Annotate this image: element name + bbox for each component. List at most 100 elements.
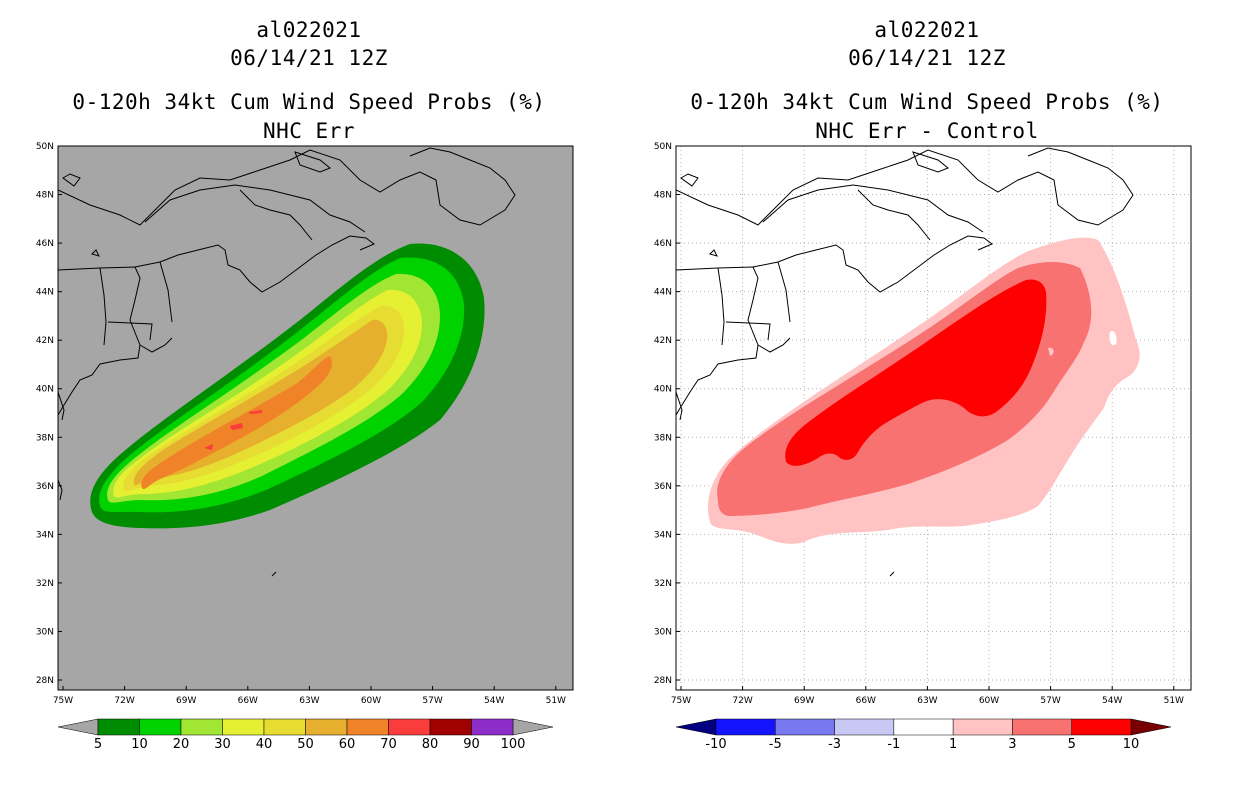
lon-label: 75W (671, 696, 691, 706)
colorbar-swatch (834, 718, 895, 736)
lon-label: 72W (732, 696, 752, 706)
colorbar-swatch (263, 718, 306, 736)
contour-70-c (204, 444, 213, 450)
lat-label: 48N (654, 191, 672, 201)
lat-label: 38N (36, 433, 54, 443)
difference-contours (708, 237, 1140, 544)
lon-label: 63W (917, 696, 937, 706)
colorbar: -10 -5 -3 -1 1 3 5 10 (675, 718, 1172, 752)
colorbar-swatch (180, 718, 223, 736)
datetime: 06/14/21 12Z (230, 46, 388, 70)
lon-label: 66W (856, 696, 876, 706)
colorbar-label: 90 (463, 737, 480, 752)
lon-label: 63W (299, 696, 319, 706)
lat-label: 44N (36, 288, 54, 298)
colorbar-swatch (388, 718, 431, 736)
colorbar-label: 70 (380, 737, 397, 752)
contour-5 (785, 279, 1047, 466)
colorbar-label: 10 (1123, 737, 1140, 752)
right-panel: al022021 06/14/21 12Z 0-120h 34kt Cum Wi… (618, 0, 1236, 800)
coastlines (676, 147, 1134, 577)
colorbar-swatch (346, 718, 389, 736)
right-map-svg: 50N 48N 46N 44N 42N 40N 38N 36N 34N 32N 30N 28N 75W 7… (654, 142, 1192, 752)
colorbar-label: -1 (887, 737, 900, 752)
lat-label: 48N (36, 191, 54, 201)
colorbar-end-low (675, 718, 717, 736)
contour-60 (141, 356, 332, 490)
lat-label: 30N (654, 627, 672, 637)
lat-label: 40N (36, 385, 54, 395)
colorbar-label: 10 (131, 737, 148, 752)
colorbar-label: 1 (949, 737, 957, 752)
lat-label: 28N (654, 676, 672, 686)
colorbar-swatch (1012, 718, 1072, 736)
contour-70-a (230, 423, 243, 430)
colorbar-swatch (471, 718, 514, 736)
datetime: 06/14/21 12Z (848, 46, 1006, 70)
colorbar-swatch (305, 718, 348, 736)
lon-label: 57W (422, 696, 442, 706)
colorbar-label: 5 (94, 737, 102, 752)
map-frame (57, 145, 574, 691)
storm-id: al022021 (256, 18, 362, 42)
colorbar-label: 3 (1008, 737, 1016, 752)
lat-label: 34N (36, 530, 54, 540)
colorbar-label: 20 (173, 737, 190, 752)
lat-label: 36N (654, 482, 672, 492)
lat-label: 30N (36, 627, 54, 637)
coastlines (58, 147, 516, 577)
colorbar-label: -3 (828, 737, 841, 752)
contour-hole (1109, 330, 1117, 346)
colorbar-label: 50 (297, 737, 314, 752)
lat-label: 34N (654, 530, 672, 540)
colorbar-label: 80 (422, 737, 439, 752)
lat-label: 46N (654, 239, 672, 249)
colorbar-end-high (512, 718, 554, 736)
lon-label: 75W (53, 696, 73, 706)
map-frame (675, 145, 1192, 691)
lon-label: 51W (546, 696, 566, 706)
lat-label: 42N (654, 336, 672, 346)
lon-label: 51W (1164, 696, 1184, 706)
lon-label: 72W (114, 696, 134, 706)
lat-label: 46N (36, 239, 54, 249)
contour-hole-2 (1048, 347, 1054, 356)
colorbar-end-high (1130, 718, 1172, 736)
colorbar-swatch (952, 718, 1013, 736)
colorbar-label: 100 (501, 737, 526, 752)
colorbar-label: -10 (705, 737, 726, 752)
lat-label: 42N (36, 336, 54, 346)
lon-label: 54W (1102, 696, 1122, 706)
colorbar-swatch (1071, 718, 1132, 736)
lat-label: 44N (654, 288, 672, 298)
colorbar-swatch (775, 718, 835, 736)
product-title: 0-120h 34kt Cum Wind Speed Probs (%) (72, 90, 546, 114)
colorbar-label: 5 (1068, 737, 1076, 752)
colorbar-label: -5 (769, 737, 782, 752)
axis-ticks: 50N 48N 46N 44N 42N 40N 38N 36N 34N 32N 30N 28N 75W 7… (654, 142, 1184, 706)
subtitle: NHC Err - Control (815, 119, 1039, 143)
colorbar-end-low (57, 718, 99, 736)
lat-label: 50N (36, 142, 54, 152)
colorbar-label: 40 (256, 737, 273, 752)
product-title: 0-120h 34kt Cum Wind Speed Probs (%) (690, 90, 1164, 114)
colorbar-swatch (715, 718, 776, 736)
subtitle: NHC Err (262, 119, 355, 143)
lon-label: 69W (794, 696, 814, 706)
colorbar-swatch (222, 718, 265, 736)
contour-70-b (249, 410, 262, 414)
left-map-svg: 50N 48N 46N 44N 42N 40N 38N 36N 34N 32N 30N 28N 75W 7… (36, 142, 574, 752)
lon-label: 66W (238, 696, 258, 706)
lat-label: 36N (36, 482, 54, 492)
axis-ticks: 50N 48N 46N 44N 42N 40N 38N 36N 34N 32N 30N 28N 75W 7… (36, 142, 566, 706)
probability-contours (90, 243, 485, 529)
colorbar-label: 60 (339, 737, 356, 752)
lon-label: 57W (1040, 696, 1060, 706)
colorbar-swatch (893, 718, 954, 736)
lon-label: 69W (176, 696, 196, 706)
lon-label: 60W (361, 696, 381, 706)
lon-label: 60W (979, 696, 999, 706)
colorbar-swatch (139, 718, 182, 736)
lat-label: 32N (36, 579, 54, 589)
lat-label: 40N (654, 385, 672, 395)
